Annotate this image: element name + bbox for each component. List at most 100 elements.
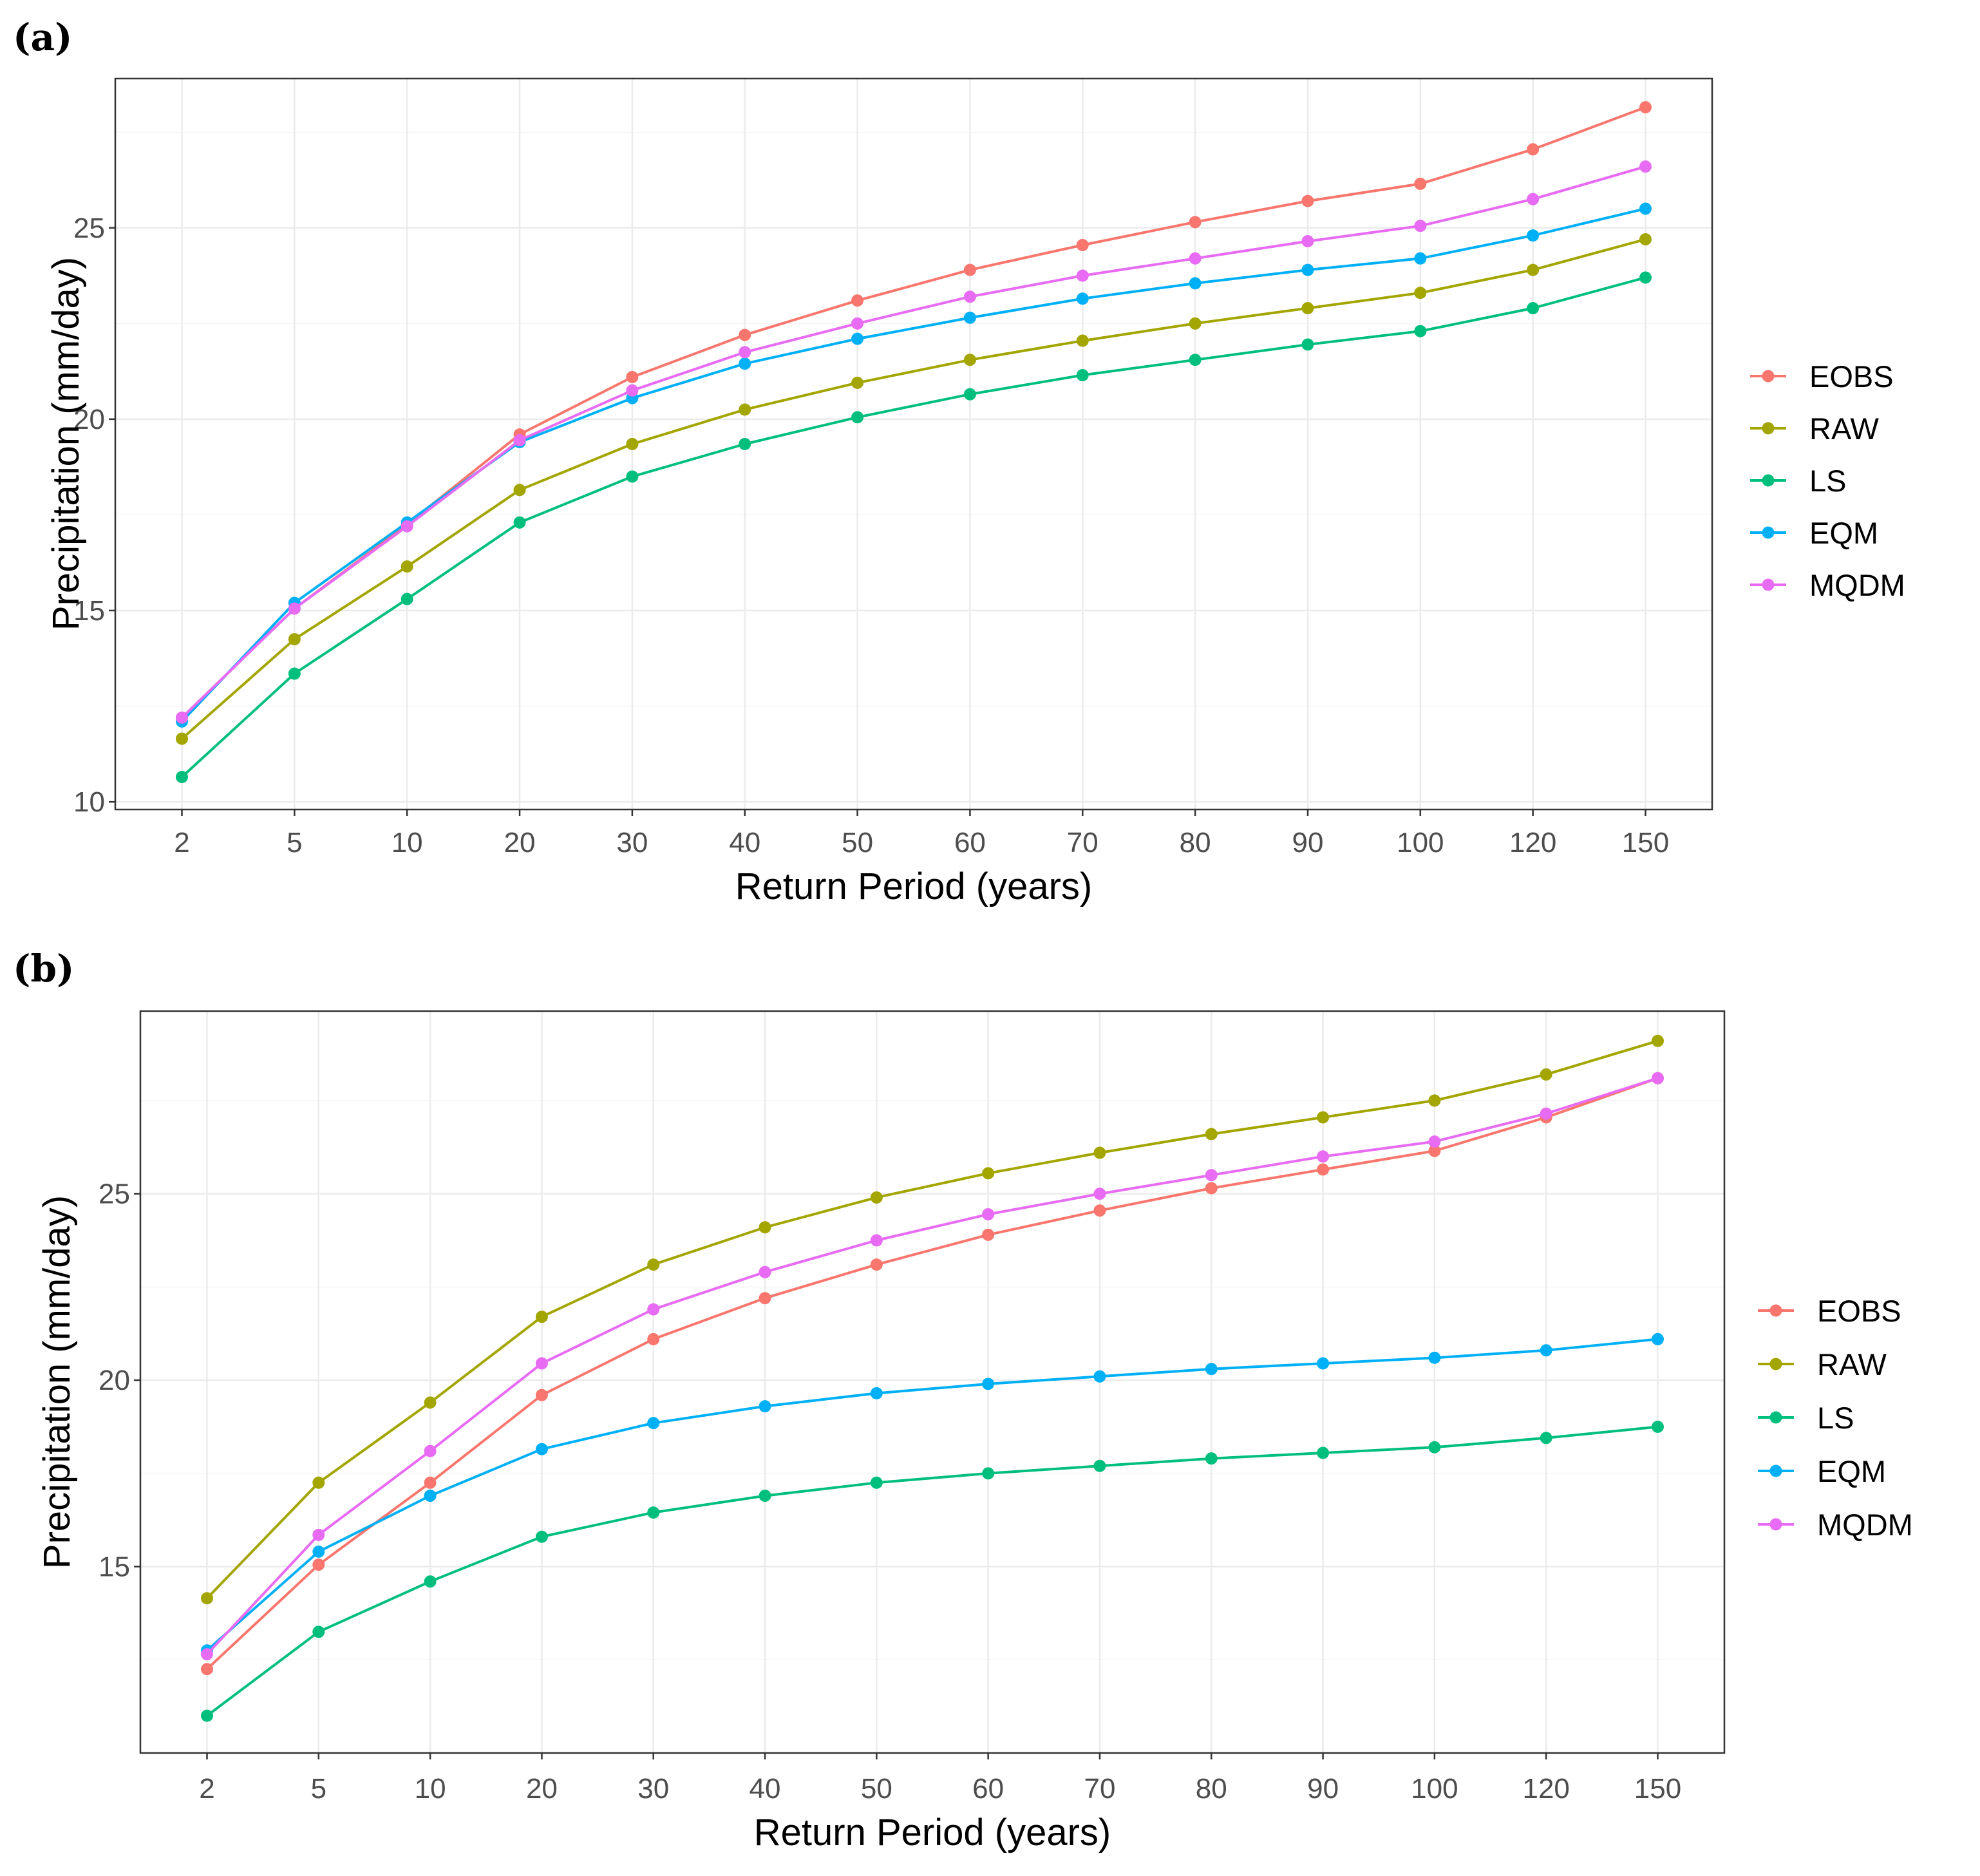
data-point-eqm: [647, 1417, 660, 1430]
y-tick-label: 15: [99, 1551, 130, 1583]
panel-b-plot-frame: [139, 1010, 1726, 1754]
panel-b-legend: EOBS RAW LS EQM MQDM: [1758, 1294, 1913, 1542]
data-point-mqdm: [759, 1265, 771, 1278]
data-point-ls: [1076, 369, 1089, 382]
x-tick-label: 90: [1292, 827, 1323, 858]
data-point-mqdm: [176, 711, 188, 724]
data-point-eqm: [1301, 263, 1314, 276]
data-point-eqm: [739, 357, 751, 370]
data-point-mqdm: [739, 346, 751, 359]
data-point-ls: [1652, 1420, 1664, 1433]
legend-key-dot-mqdm: [1769, 1518, 1782, 1531]
data-point-eobs: [1205, 1182, 1218, 1195]
data-point-eobs: [201, 1663, 213, 1676]
legend-label-mqdm: MQDM: [1817, 1508, 1913, 1542]
data-point-ls: [1428, 1441, 1441, 1454]
data-point-mqdm: [647, 1303, 660, 1316]
data-point-ls: [201, 1709, 213, 1722]
data-point-raw: [1540, 1068, 1552, 1081]
data-point-mqdm: [312, 1528, 325, 1541]
x-tick-label: 150: [1634, 1773, 1681, 1805]
legend-key-dot-eqm: [1769, 1464, 1782, 1477]
panel-a-x-axis: 2 5 10 20 30 40 50 60 70 80 90 100 120 150: [174, 810, 1669, 858]
data-point-eqm: [312, 1545, 325, 1558]
data-point-eobs: [851, 294, 864, 307]
panel-b-x-axis-title: Return Period (years): [754, 1812, 1111, 1853]
data-point-eobs: [1428, 1144, 1441, 1157]
data-point-ls: [1317, 1446, 1330, 1459]
data-point-eobs: [759, 1292, 771, 1305]
data-point-eobs: [1301, 194, 1314, 207]
data-point-raw: [626, 438, 639, 450]
data-point-mqdm: [963, 290, 976, 303]
legend-key-dot-eqm: [1762, 526, 1775, 539]
data-point-eqm: [535, 1443, 548, 1455]
data-point-mqdm: [1540, 1107, 1552, 1120]
series-line-mqdm: [206, 1077, 1659, 1655]
data-point-eqm: [1428, 1351, 1441, 1364]
data-point-mqdm: [1527, 193, 1540, 205]
data-point-raw: [1301, 302, 1314, 315]
data-point-ls: [851, 411, 864, 424]
x-tick-label: 50: [842, 827, 873, 858]
data-point-mqdm: [1428, 1135, 1441, 1148]
data-point-raw: [739, 403, 751, 416]
data-point-eobs: [424, 1476, 437, 1489]
data-point-eqm: [759, 1400, 771, 1413]
panel-b-grid: [140, 1011, 1724, 1753]
x-tick-label: 70: [1084, 1773, 1115, 1805]
x-tick-label: 20: [526, 1773, 558, 1805]
x-tick-label: 30: [616, 827, 648, 858]
x-tick-label: 80: [1180, 827, 1211, 858]
data-point-raw: [1205, 1128, 1218, 1141]
x-tick-label: 60: [954, 827, 986, 858]
data-point-mqdm: [288, 602, 301, 615]
x-tick-label: 10: [391, 827, 423, 858]
data-point-raw: [1076, 334, 1089, 347]
data-point-ls: [1205, 1452, 1218, 1465]
panel-a-plot-background: [115, 79, 1712, 810]
panel-a-label: (a): [13, 15, 72, 59]
data-point-mqdm: [1639, 160, 1652, 173]
legend-label-ls: LS: [1809, 464, 1847, 498]
x-tick-label: 2: [199, 1773, 214, 1805]
data-point-eobs: [1076, 238, 1089, 251]
series-line-ls: [206, 1425, 1658, 1717]
data-point-raw: [176, 732, 188, 745]
x-tick-label: 80: [1196, 1773, 1227, 1805]
data-point-raw: [1317, 1111, 1330, 1124]
data-point-mqdm: [1076, 269, 1089, 282]
x-tick-label: 70: [1067, 827, 1098, 858]
panel-b-label: (b): [13, 947, 74, 990]
legend-label-eobs: EOBS: [1809, 359, 1894, 393]
data-point-ls: [982, 1467, 995, 1480]
data-point-ls: [1301, 338, 1314, 351]
series-line-eqm: [181, 207, 1646, 723]
data-point-ls: [1414, 325, 1427, 337]
legend-key-dot-eobs: [1769, 1304, 1782, 1317]
x-tick-label: 40: [729, 827, 760, 858]
data-point-raw: [851, 376, 864, 389]
data-point-mqdm: [1652, 1072, 1664, 1085]
data-point-mqdm: [424, 1445, 437, 1457]
x-tick-label: 120: [1522, 1773, 1569, 1805]
panel-b-plot-background: [140, 1011, 1724, 1753]
data-point-raw: [288, 633, 301, 646]
legend-label-eqm: EQM: [1817, 1454, 1886, 1488]
data-point-raw: [759, 1221, 771, 1234]
data-point-eqm: [1414, 252, 1427, 265]
data-point-ls: [312, 1625, 325, 1638]
data-point-eqm: [1652, 1332, 1664, 1345]
data-point-ls: [288, 667, 301, 680]
data-point-raw: [1093, 1146, 1106, 1159]
x-tick-label: 20: [504, 827, 536, 858]
data-point-ls: [513, 516, 526, 529]
data-point-ls: [401, 592, 413, 605]
series-line-eobs: [206, 1077, 1659, 1671]
data-point-eobs: [1414, 177, 1427, 190]
data-point-eqm: [1205, 1363, 1218, 1376]
data-point-raw: [401, 560, 413, 573]
data-point-eobs: [982, 1228, 995, 1241]
